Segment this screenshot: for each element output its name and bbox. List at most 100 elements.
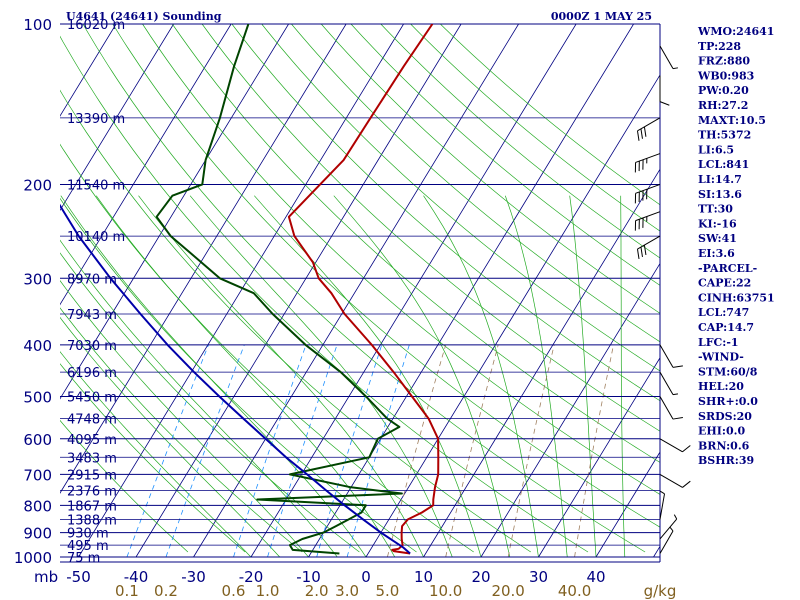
height-label: 8970 m	[67, 272, 117, 287]
wind-barb	[659, 75, 670, 106]
wind-barb	[659, 45, 679, 70]
wind-barb	[659, 438, 691, 453]
moist-adiabat-line	[60, 195, 367, 558]
dry-adiabat-line	[82, 24, 646, 553]
index-value: SRDS:20	[698, 410, 752, 423]
dry-adiabat-line	[350, 24, 660, 286]
wind-barbs	[634, 45, 691, 554]
dry-adiabat-line	[172, 24, 660, 463]
wind-barb-staff	[659, 530, 674, 554]
height-label: 5450 m	[67, 391, 117, 406]
mixing-ratio-tick-label: 40.0	[558, 582, 591, 600]
mixing-ratio-tick-label: 1.0	[256, 582, 280, 600]
index-value: RH:27.2	[698, 99, 748, 112]
wind-barb-half-flag	[672, 393, 679, 396]
height-label: 1388 m	[67, 513, 117, 528]
temperature-tick-label: 20	[471, 568, 490, 586]
dry-adiabat-line	[60, 89, 531, 553]
wind-barb	[659, 526, 674, 554]
wind-barb-staff	[635, 183, 661, 194]
index-value: PW:0.20	[698, 84, 749, 97]
temperature-tick-label: -50	[66, 568, 91, 586]
index-value: CINH:63751	[698, 291, 775, 304]
index-value: LFC:-1	[698, 336, 739, 349]
wind-barb	[636, 117, 661, 141]
isotherm-line	[480, 262, 660, 558]
wind-barb-staff	[659, 371, 674, 395]
isotherm-line	[60, 24, 117, 117]
moist-adiabat-line	[60, 316, 281, 558]
wind-barb	[659, 514, 678, 540]
temperature-tick-label: 0	[361, 568, 371, 586]
height-label: 10140 m	[67, 230, 125, 245]
wind-barb-staff	[659, 518, 678, 540]
wind-barb	[634, 183, 661, 204]
index-value: MAXT:10.5	[698, 114, 766, 127]
index-value: WMO:24641	[697, 25, 774, 38]
wind-barb-staff	[635, 153, 661, 163]
valid-time: 0000Z 1 MAY 25	[551, 10, 652, 23]
height-label: 2915 m	[67, 468, 117, 483]
index-value: WB0:983	[697, 69, 754, 82]
wind-barb	[636, 235, 661, 260]
wind-barb-flag	[643, 245, 647, 256]
isotherm-line	[308, 24, 634, 558]
index-value: TT:30	[698, 203, 733, 216]
dry-adiabat-line	[60, 363, 246, 553]
temperature-trace	[287, 24, 440, 555]
pressure-tick-label: 700	[23, 466, 52, 484]
dry-adiabat-line	[440, 24, 660, 206]
moist-adiabat-line	[60, 239, 338, 558]
wind-barb	[659, 474, 691, 488]
isotherm-line	[365, 74, 660, 558]
index-value: SW:41	[698, 232, 737, 245]
pressure-unit-label: mb	[34, 568, 58, 586]
wind-barb-staff	[637, 117, 661, 132]
dry-adiabat-line	[60, 307, 303, 553]
wind-barb-staff	[659, 438, 683, 453]
wind-barb-half-flag	[672, 67, 679, 70]
sounding-traces	[60, 24, 440, 555]
wind-barb-flag	[636, 249, 640, 260]
temperature-tick-label: -30	[181, 568, 206, 586]
wind-barb	[659, 371, 679, 396]
index-value: EHI:0.0	[698, 425, 745, 438]
temperature-tick-label: -40	[124, 568, 149, 586]
index-value: SI:13.6	[698, 188, 742, 201]
dry-adiabat-line	[112, 24, 660, 528]
wind-barb	[659, 344, 683, 368]
height-label: 11540 m	[67, 178, 125, 193]
height-label: 2376 m	[67, 484, 117, 499]
wind-barb	[659, 490, 666, 520]
dry-adiabat-line	[60, 419, 189, 553]
wind-barb-flag	[636, 130, 640, 141]
mixing-ratio-unit-label: g/kg	[644, 582, 677, 600]
height-label: 1867 m	[67, 499, 117, 514]
height-label: 75 m	[67, 551, 100, 566]
pressure-tick-label: 100	[23, 16, 52, 34]
mixing-ratio-tick-label: 2.0	[305, 582, 329, 600]
index-value: -WIND-	[698, 351, 744, 364]
height-label: 16020 m	[67, 18, 125, 33]
isotherm-line	[595, 451, 660, 558]
isotherm-line	[193, 24, 519, 558]
dry-adiabat-line	[142, 24, 660, 495]
index-value: FRZ:880	[698, 55, 750, 68]
height-label: 7943 m	[67, 308, 117, 323]
height-label: 13390 m	[67, 112, 125, 127]
mixing-ratio-tick-label: 10.0	[429, 582, 462, 600]
moist-adiabat-line	[504, 195, 568, 558]
wind-barb-flag	[682, 445, 691, 453]
isotherm-line	[250, 24, 577, 558]
index-value: TP:228	[698, 40, 741, 53]
temperature-tick-label: 40	[586, 568, 605, 586]
dry-adiabat-line	[291, 24, 660, 343]
dewpoint-trace	[155, 24, 403, 555]
moist-adiabat-line	[333, 195, 511, 558]
wind-barb-half-flag	[659, 490, 665, 495]
height-label: 495 m	[67, 539, 109, 554]
mixing-ratio-tick-label: 0.1	[115, 582, 139, 600]
height-label: 4748 m	[67, 413, 117, 428]
